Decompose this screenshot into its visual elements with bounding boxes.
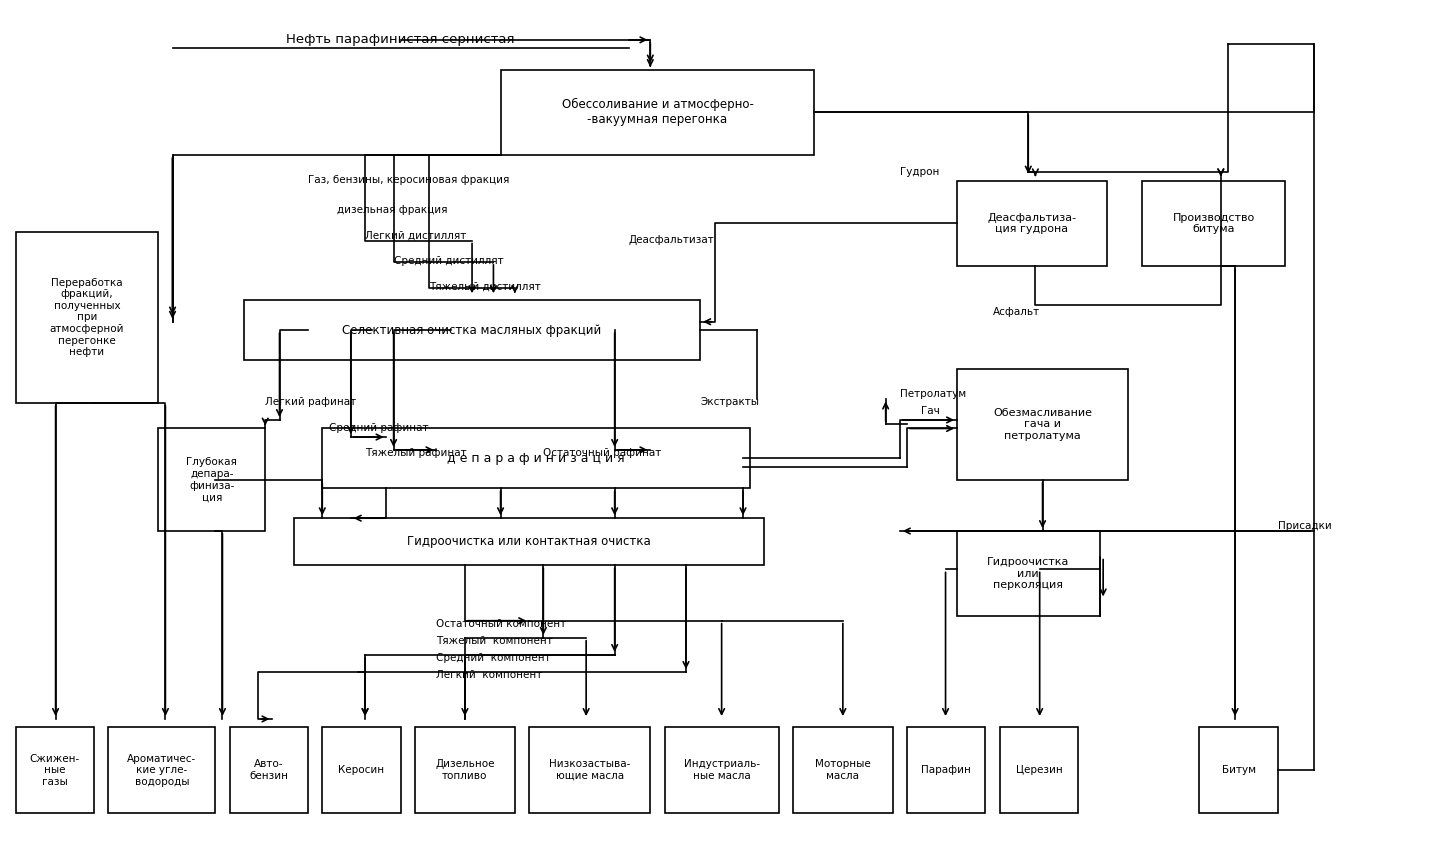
Text: Авто-
бензин: Авто- бензин: [249, 759, 289, 781]
FancyBboxPatch shape: [294, 518, 765, 565]
Text: Сжижен-
ные
газы: Сжижен- ные газы: [30, 753, 80, 787]
FancyBboxPatch shape: [1000, 728, 1079, 813]
Text: Присадки: Присадки: [1278, 521, 1332, 531]
Text: д е п а р а ф и н и з а ц и я: д е п а р а ф и н и з а ц и я: [447, 452, 624, 464]
Text: Легкий дистиллят: Легкий дистиллят: [364, 231, 466, 241]
Text: Дизельное
топливо: Дизельное топливо: [436, 759, 494, 781]
Text: Средний рафинат: Средний рафинат: [330, 423, 429, 433]
FancyBboxPatch shape: [230, 728, 309, 813]
Text: Петролатум: Петролатум: [900, 388, 966, 399]
Text: Легкий рафинат: Легкий рафинат: [266, 397, 356, 407]
FancyBboxPatch shape: [109, 728, 216, 813]
Text: Экстракты: Экстракты: [700, 397, 759, 407]
Text: Гудрон: Гудрон: [900, 166, 939, 177]
FancyBboxPatch shape: [323, 428, 750, 488]
Text: Гидроочистка
или
перколяция: Гидроочистка или перколяция: [987, 557, 1069, 590]
Text: Керосин: Керосин: [339, 765, 384, 776]
Text: Тяжелый рафинат: Тяжелый рафинат: [364, 448, 467, 458]
Text: Нефть парафинистая сернистая: Нефть парафинистая сернистая: [286, 33, 514, 46]
Text: Низкозастыва-
ющие масла: Низкозастыва- ющие масла: [549, 759, 630, 781]
FancyBboxPatch shape: [414, 728, 514, 813]
Text: Битум: Битум: [1222, 765, 1256, 776]
Text: Средний  компонент: Средний компонент: [436, 653, 552, 663]
FancyBboxPatch shape: [957, 531, 1099, 616]
Text: Церезин: Церезин: [1016, 765, 1062, 776]
Text: Газ, бензины, керосиновая фракция: Газ, бензины, керосиновая фракция: [309, 175, 509, 185]
Text: Обессоливание и атмосферно-
-вакуумная перегонка: Обессоливание и атмосферно- -вакуумная п…: [562, 99, 753, 127]
FancyBboxPatch shape: [664, 728, 779, 813]
Text: Деасфальтизат: Деасфальтизат: [629, 235, 714, 245]
Text: Гидроочистка или контактная очистка: Гидроочистка или контактная очистка: [407, 535, 652, 548]
Text: Производство
битума: Производство битума: [1173, 213, 1255, 234]
Text: Легкий  компонент: Легкий компонент: [436, 670, 543, 680]
Text: Средний дистиллят: Средний дистиллят: [393, 256, 503, 267]
FancyBboxPatch shape: [957, 369, 1127, 480]
Text: дизельная фракция: дизельная фракция: [337, 205, 447, 215]
Text: Обезмасливание
гача и
петролатума: Обезмасливание гача и петролатума: [993, 408, 1092, 440]
FancyBboxPatch shape: [244, 300, 700, 360]
FancyBboxPatch shape: [500, 69, 815, 155]
Text: Тяжелый  компонент: Тяжелый компонент: [436, 637, 553, 646]
FancyBboxPatch shape: [159, 428, 266, 531]
FancyBboxPatch shape: [16, 728, 94, 813]
Text: Деасфальтиза-
ция гудрона: Деасфальтиза- ция гудрона: [987, 213, 1076, 234]
Text: Парафин: Парафин: [922, 765, 972, 776]
FancyBboxPatch shape: [16, 232, 159, 403]
Text: Индустриаль-
ные масла: Индустриаль- ные масла: [683, 759, 760, 781]
Text: Глубокая
депара-
финиза-
ция: Глубокая депара- финиза- ция: [186, 458, 237, 502]
Text: Переработка
фракций,
полученных
при
атмосферной
перегонке
нефти: Переработка фракций, полученных при атмо…: [50, 278, 124, 357]
Text: Ароматичес-
кие угле-
водороды: Ароматичес- кие угле- водороды: [127, 753, 196, 787]
FancyBboxPatch shape: [1199, 728, 1278, 813]
FancyBboxPatch shape: [793, 728, 893, 813]
FancyBboxPatch shape: [1142, 181, 1285, 267]
Text: Остаточный компонент: Остаточный компонент: [436, 620, 566, 629]
Text: Остаточный рафинат: Остаточный рафинат: [543, 448, 662, 458]
Text: Тяжелый дистиллят: Тяжелый дистиллят: [429, 282, 542, 292]
FancyBboxPatch shape: [957, 181, 1106, 267]
FancyBboxPatch shape: [529, 728, 650, 813]
FancyBboxPatch shape: [323, 728, 400, 813]
Text: Гач: Гач: [922, 405, 940, 416]
Text: Селективная очистка масляных фракций: Селективная очистка масляных фракций: [343, 324, 602, 337]
FancyBboxPatch shape: [907, 728, 986, 813]
Text: Асфальт: Асфальт: [993, 308, 1040, 317]
Text: Моторные
масла: Моторные масла: [815, 759, 870, 781]
